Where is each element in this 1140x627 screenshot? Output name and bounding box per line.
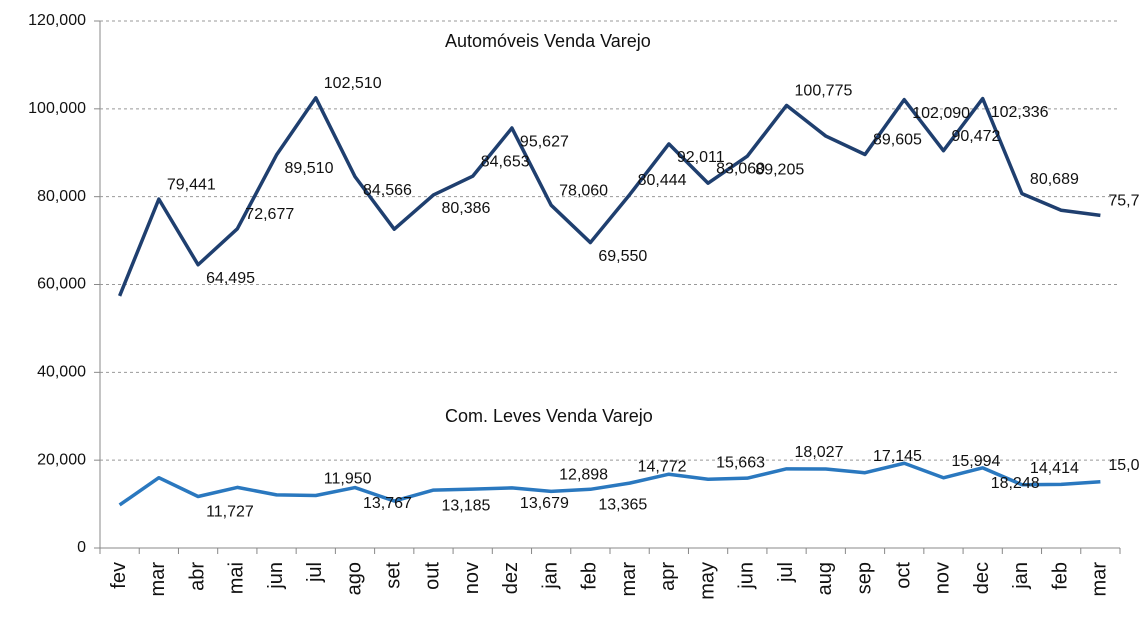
data-label: 11,950 — [324, 471, 372, 488]
data-label: 18,027 — [795, 444, 844, 461]
x-tick-label: feb — [579, 562, 601, 590]
x-tick-label: set — [383, 562, 405, 589]
data-label: 102,510 — [324, 75, 382, 92]
y-tick-label: 40,000 — [37, 364, 86, 381]
data-label: 11,727 — [206, 504, 254, 521]
data-label: 80,444 — [638, 172, 687, 189]
data-label: 84,566 — [363, 182, 412, 199]
data-label: 13,679 — [520, 495, 569, 512]
data-label: 102,336 — [991, 104, 1049, 121]
x-tick-label: feb — [1049, 562, 1071, 590]
data-label: 15,090 — [1108, 457, 1140, 474]
data-label: 13,767 — [363, 495, 412, 512]
x-tick-label: mar — [147, 562, 169, 597]
x-tick-label: jun — [265, 562, 287, 590]
x-tick-label: mar — [1089, 562, 1111, 597]
x-tick-label: jun — [736, 562, 758, 590]
x-tick-label: sep — [853, 562, 875, 594]
data-label: 100,775 — [795, 83, 853, 100]
data-label: 17,145 — [873, 448, 922, 465]
data-label: 102,090 — [912, 105, 970, 122]
x-tick-label: dez — [500, 562, 522, 594]
x-tick-label: may — [696, 562, 718, 600]
series-title: Automóveis Venda Varejo — [445, 31, 651, 51]
x-tick-label: ago — [343, 562, 365, 595]
data-label: 13,365 — [598, 497, 647, 514]
series-title: Com. Leves Venda Varejo — [445, 406, 653, 426]
x-tick-label: jul — [775, 562, 797, 583]
data-label: 83,060 — [716, 160, 765, 177]
x-tick-label: dec — [971, 562, 993, 594]
data-label: 92,011 — [677, 149, 725, 166]
x-tick-label: aug — [814, 562, 836, 595]
data-label: 89,605 — [873, 132, 922, 149]
x-tick-label: jul — [304, 562, 326, 583]
data-label: 72,677 — [245, 206, 294, 223]
y-tick-label: 100,000 — [28, 100, 86, 117]
y-tick-label: 20,000 — [37, 451, 86, 468]
data-label: 69,550 — [598, 248, 647, 265]
data-label: 90,472 — [951, 128, 1000, 145]
x-tick-label: abr — [186, 562, 208, 591]
data-label: 84,653 — [481, 153, 530, 170]
data-label: 80,689 — [1030, 171, 1079, 188]
data-label: 78,060 — [559, 182, 608, 199]
data-label: 89,510 — [285, 160, 334, 177]
x-tick-label: oct — [893, 562, 915, 589]
y-tick-label: 0 — [77, 539, 86, 556]
data-label: 12,898 — [559, 467, 608, 484]
x-tick-label: fev — [108, 562, 130, 589]
data-label: 13,185 — [441, 497, 490, 514]
x-tick-label: out — [422, 562, 444, 590]
x-tick-label: nov — [461, 562, 483, 594]
data-label: 80,386 — [441, 200, 490, 217]
data-label: 95,627 — [520, 133, 569, 150]
y-tick-label: 120,000 — [28, 12, 86, 29]
y-tick-label: 60,000 — [37, 276, 86, 293]
x-tick-label: mar — [618, 562, 640, 597]
x-tick-label: jan — [1010, 562, 1032, 590]
data-label: 18,248 — [991, 475, 1040, 492]
data-label: 15,663 — [716, 454, 765, 471]
data-label: 89,205 — [755, 161, 804, 178]
y-tick-label: 80,000 — [37, 188, 86, 205]
data-label: 75,735 — [1108, 193, 1140, 210]
data-label: 64,495 — [206, 270, 255, 287]
data-label: 79,441 — [167, 176, 216, 193]
data-label: 14,414 — [1030, 460, 1079, 477]
series-line — [117, 96, 1101, 297]
data-label: 14,772 — [638, 458, 687, 475]
x-tick-label: apr — [657, 562, 679, 591]
data-label: 15,994 — [951, 453, 1000, 470]
x-tick-label: nov — [932, 562, 954, 594]
x-tick-label: jan — [539, 562, 561, 590]
series-line — [118, 461, 1101, 507]
x-tick-label: mai — [226, 562, 248, 594]
